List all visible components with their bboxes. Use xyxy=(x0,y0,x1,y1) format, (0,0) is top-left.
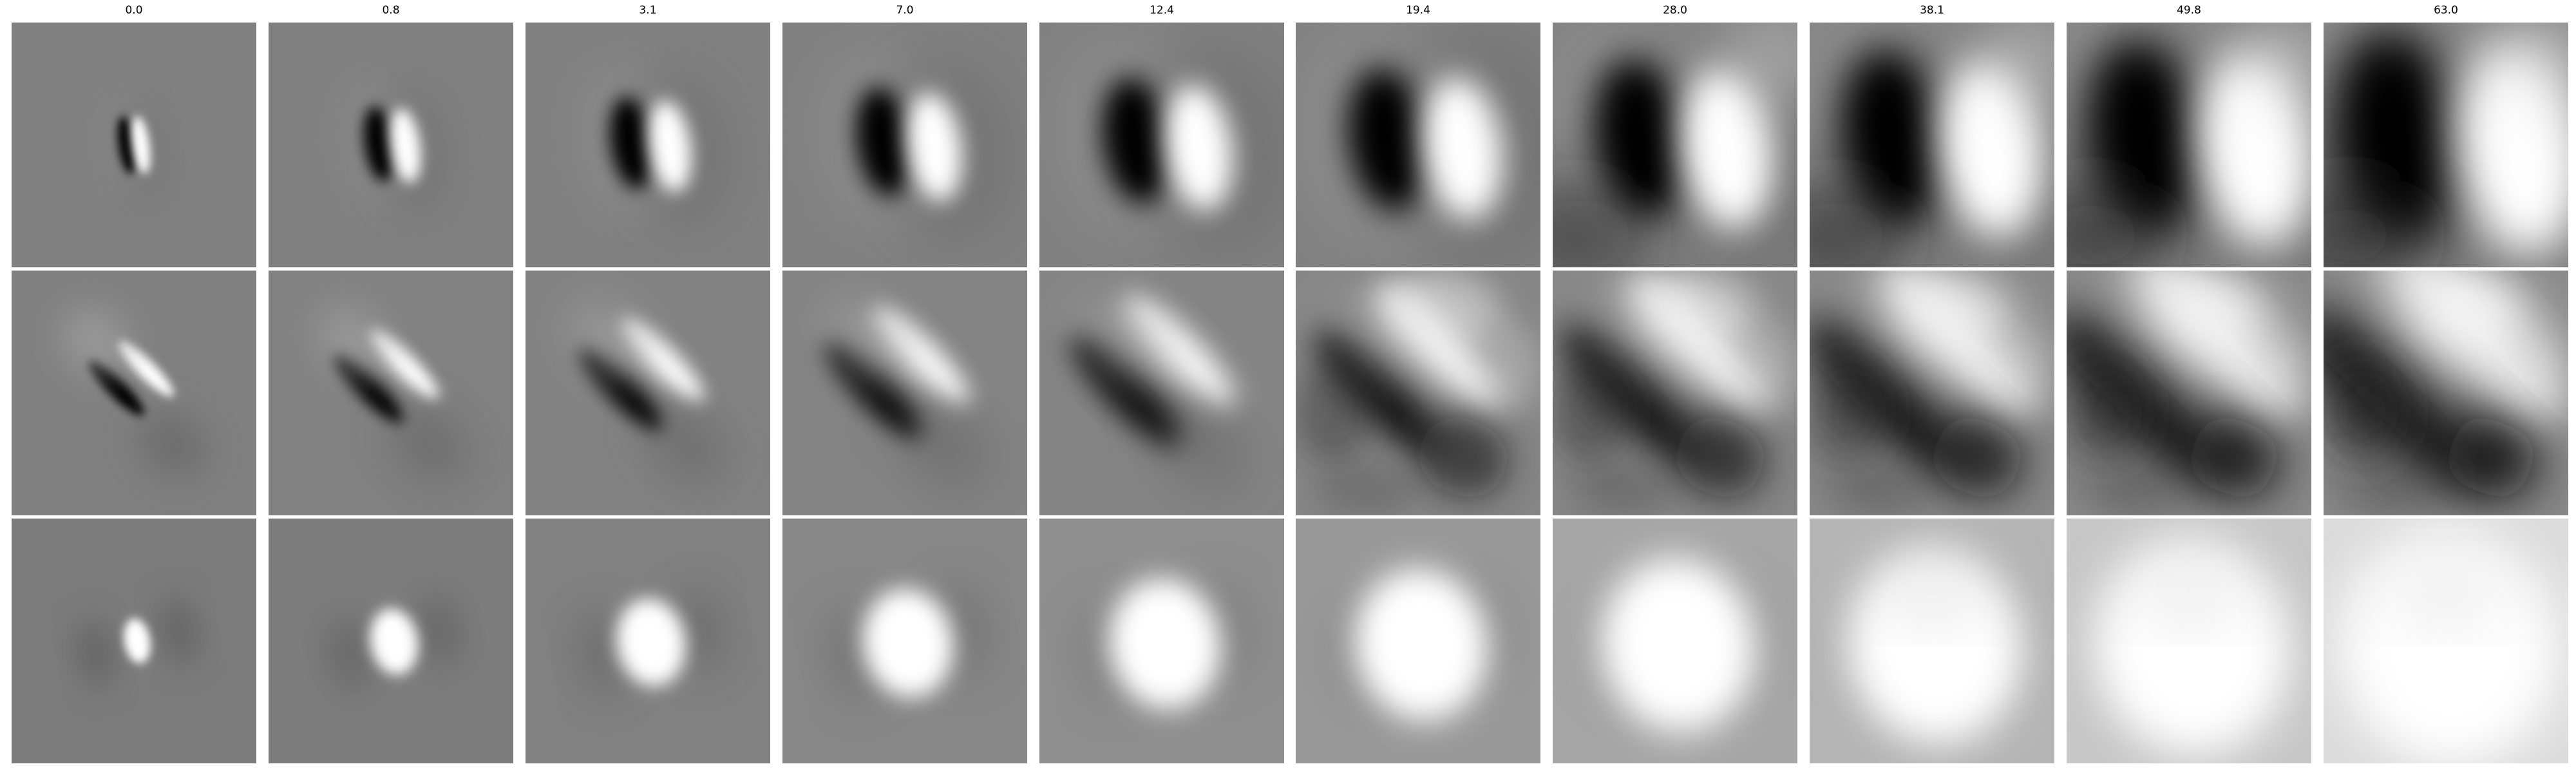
filter-image xyxy=(2324,271,2568,515)
column-title: 0.0 xyxy=(125,4,143,17)
filter-image xyxy=(1296,23,1540,267)
filter-image xyxy=(2067,271,2311,515)
filter-tile-row-1-col-7 xyxy=(1553,23,1797,267)
column-title: 38.1 xyxy=(1920,4,1944,17)
filter-tile-row-2-col-2 xyxy=(269,271,513,515)
filter-image xyxy=(1039,23,1284,267)
filter-image xyxy=(269,271,513,515)
filter-tile-row-2-col-1 xyxy=(12,271,256,515)
filter-image xyxy=(526,23,770,267)
filter-image xyxy=(12,23,256,267)
filter-tile-row-3-col-9 xyxy=(2067,519,2311,763)
filter-image xyxy=(782,519,1027,763)
filter-image xyxy=(269,519,513,763)
filter-tile-row-3-col-6 xyxy=(1296,519,1540,763)
filter-image xyxy=(1553,271,1797,515)
column-title: 12.4 xyxy=(1150,4,1174,17)
column-title: 19.4 xyxy=(1406,4,1430,17)
column-title: 28.0 xyxy=(1663,4,1687,17)
filter-tile-row-3-col-2 xyxy=(269,519,513,763)
filter-tile-row-1-col-2 xyxy=(269,23,513,267)
filter-image xyxy=(526,519,770,763)
filter-tile-row-3-col-7 xyxy=(1553,519,1797,763)
filter-tile-row-2-col-3 xyxy=(526,271,770,515)
filter-tile-row-1-col-4 xyxy=(782,23,1027,267)
column-title: 3.1 xyxy=(639,4,657,17)
column-title: 49.8 xyxy=(2177,4,2201,17)
filter-image xyxy=(1553,519,1797,763)
filter-tile-row-1-col-8 xyxy=(1810,23,2054,267)
filter-image xyxy=(2067,23,2311,267)
filter-tile-row-2-col-6 xyxy=(1296,271,1540,515)
filter-image xyxy=(1810,271,2054,515)
filter-image xyxy=(12,271,256,515)
filter-tile-row-1-col-9 xyxy=(2067,23,2311,267)
filter-tile-row-2-col-10 xyxy=(2324,271,2568,515)
column-title: 63.0 xyxy=(2434,4,2458,17)
filter-image xyxy=(12,519,256,763)
filter-image xyxy=(1296,519,1540,763)
filter-tile-row-2-col-8 xyxy=(1810,271,2054,515)
filter-image xyxy=(1810,519,2054,763)
filter-image xyxy=(782,23,1027,267)
filter-image xyxy=(1039,271,1284,515)
filter-tile-row-1-col-5 xyxy=(1039,23,1284,267)
filter-image xyxy=(269,23,513,267)
filter-image xyxy=(2324,23,2568,267)
filter-image xyxy=(1553,23,1797,267)
filter-image xyxy=(526,271,770,515)
filter-tile-row-3-col-8 xyxy=(1810,519,2054,763)
filter-tile-row-1-col-1 xyxy=(12,23,256,267)
filter-tile-row-3-col-5 xyxy=(1039,519,1284,763)
filter-tile-row-2-col-7 xyxy=(1553,271,1797,515)
filter-image xyxy=(1039,519,1284,763)
filter-tile-row-3-col-10 xyxy=(2324,519,2568,763)
filter-tile-row-1-col-3 xyxy=(526,23,770,267)
filter-tile-row-3-col-4 xyxy=(782,519,1027,763)
filter-image xyxy=(1296,271,1540,515)
filter-tile-row-2-col-4 xyxy=(782,271,1027,515)
filter-tile-row-3-col-1 xyxy=(12,519,256,763)
filter-tile-row-2-col-9 xyxy=(2067,271,2311,515)
filter-image xyxy=(1810,23,2054,267)
column-title: 0.8 xyxy=(382,4,400,17)
filter-image xyxy=(2067,519,2311,763)
filter-tile-row-1-col-6 xyxy=(1296,23,1540,267)
column-title: 7.0 xyxy=(896,4,914,17)
filter-tile-row-3-col-3 xyxy=(526,519,770,763)
filter-tile-row-2-col-5 xyxy=(1039,271,1284,515)
filter-image xyxy=(2324,519,2568,763)
filter-tile-row-1-col-10 xyxy=(2324,23,2568,267)
filter-image xyxy=(782,271,1027,515)
